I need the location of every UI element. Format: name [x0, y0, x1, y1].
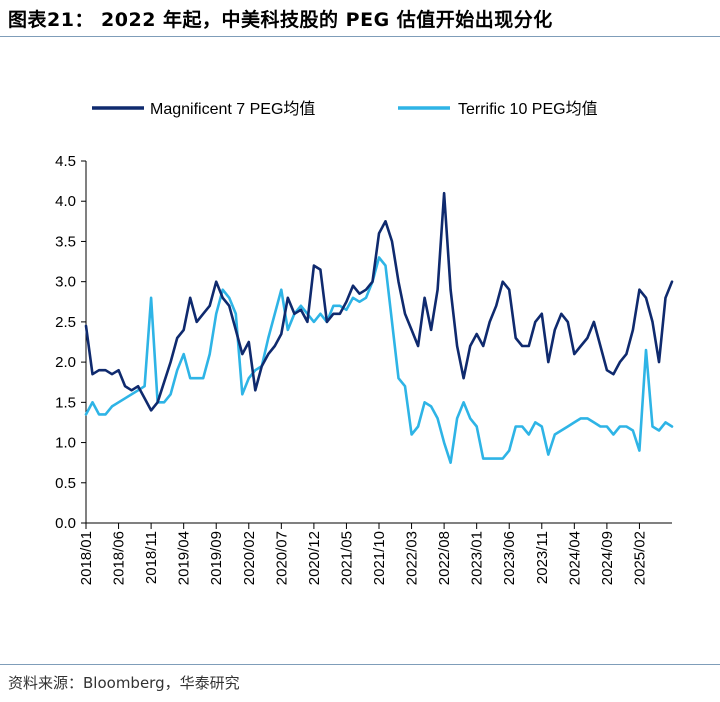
x-tick-label: 2018/06 — [111, 531, 128, 585]
x-tick-label: 2023/11 — [534, 531, 551, 584]
x-tick-label: 2022/03 — [404, 531, 421, 585]
y-axis: 0.0 0.5 1.0 1.5 2.0 2.5 3.0 3.5 4.0 4.5 — [55, 153, 87, 532]
x-tick-label: 2020/07 — [273, 531, 290, 585]
peg-line-chart: Magnificent 7 PEG均值 Terrific 10 PEG均值 0.0… — [55, 100, 674, 585]
x-tick-label: 2023/01 — [469, 531, 486, 585]
x-tick-label: 2022/08 — [436, 531, 453, 585]
figure-title: 图表21： 2022 年起，中美科技股的 PEG 估值开始出现分化 — [8, 9, 553, 31]
x-tick-label: 2023/06 — [501, 531, 518, 585]
source-note: 资料来源：Bloomberg，华泰研究 — [8, 674, 240, 692]
y-tick-label: 4.5 — [55, 153, 76, 170]
x-tick-label: 2025/02 — [631, 531, 648, 585]
x-tick-label: 2024/09 — [599, 531, 616, 585]
x-tick-label: 2018/11 — [143, 531, 160, 584]
y-tick-label: 3.5 — [55, 233, 76, 250]
y-tick-label: 3.0 — [55, 274, 76, 291]
y-tick-label: 0.0 — [55, 515, 76, 532]
x-tick-label: 2024/04 — [566, 531, 583, 585]
x-tick-label: 2021/10 — [371, 531, 388, 585]
y-tick-label: 4.0 — [55, 193, 76, 210]
footer-divider — [0, 664, 720, 665]
x-tick-label: 2020/02 — [241, 531, 258, 585]
x-tick-label: 2019/09 — [208, 531, 225, 585]
x-tick-label: 2019/04 — [176, 531, 193, 585]
y-tick-label: 2.0 — [55, 354, 76, 371]
y-tick-label: 1.5 — [55, 394, 76, 411]
x-axis: 2018/01 2018/06 2018/11 2019/04 2019/09 2020/… — [78, 522, 672, 585]
chart-legend: Magnificent 7 PEG均值 Terrific 10 PEG均值 — [92, 100, 598, 118]
y-tick-label: 0.5 — [55, 475, 76, 492]
y-tick-label: 1.0 — [55, 435, 76, 452]
legend-label-1: Magnificent 7 PEG均值 — [150, 100, 315, 118]
series-line-terrific-10 — [84, 256, 674, 465]
y-tick-label: 2.5 — [55, 314, 76, 331]
series-line-magnificent-7 — [84, 191, 674, 412]
x-tick-label: 2018/01 — [78, 531, 95, 585]
header-divider — [0, 36, 720, 37]
legend-label-2: Terrific 10 PEG均值 — [458, 100, 598, 118]
series-lines — [84, 191, 674, 465]
report-header: 图表21： 2022 年起，中美科技股的 PEG 估值开始出现分化 — [0, 0, 720, 36]
x-tick-label: 2020/12 — [306, 531, 323, 585]
x-tick-label: 2021/05 — [338, 531, 355, 585]
